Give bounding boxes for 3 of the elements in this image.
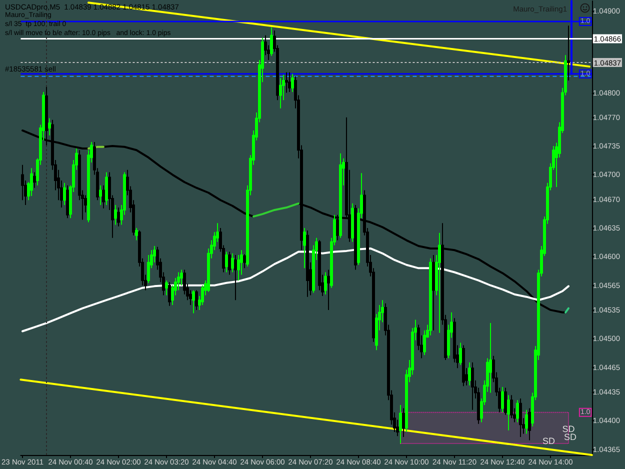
- annotation: SD: [564, 432, 578, 442]
- annotation: SD: [542, 436, 556, 446]
- annotation: SD: [562, 424, 576, 434]
